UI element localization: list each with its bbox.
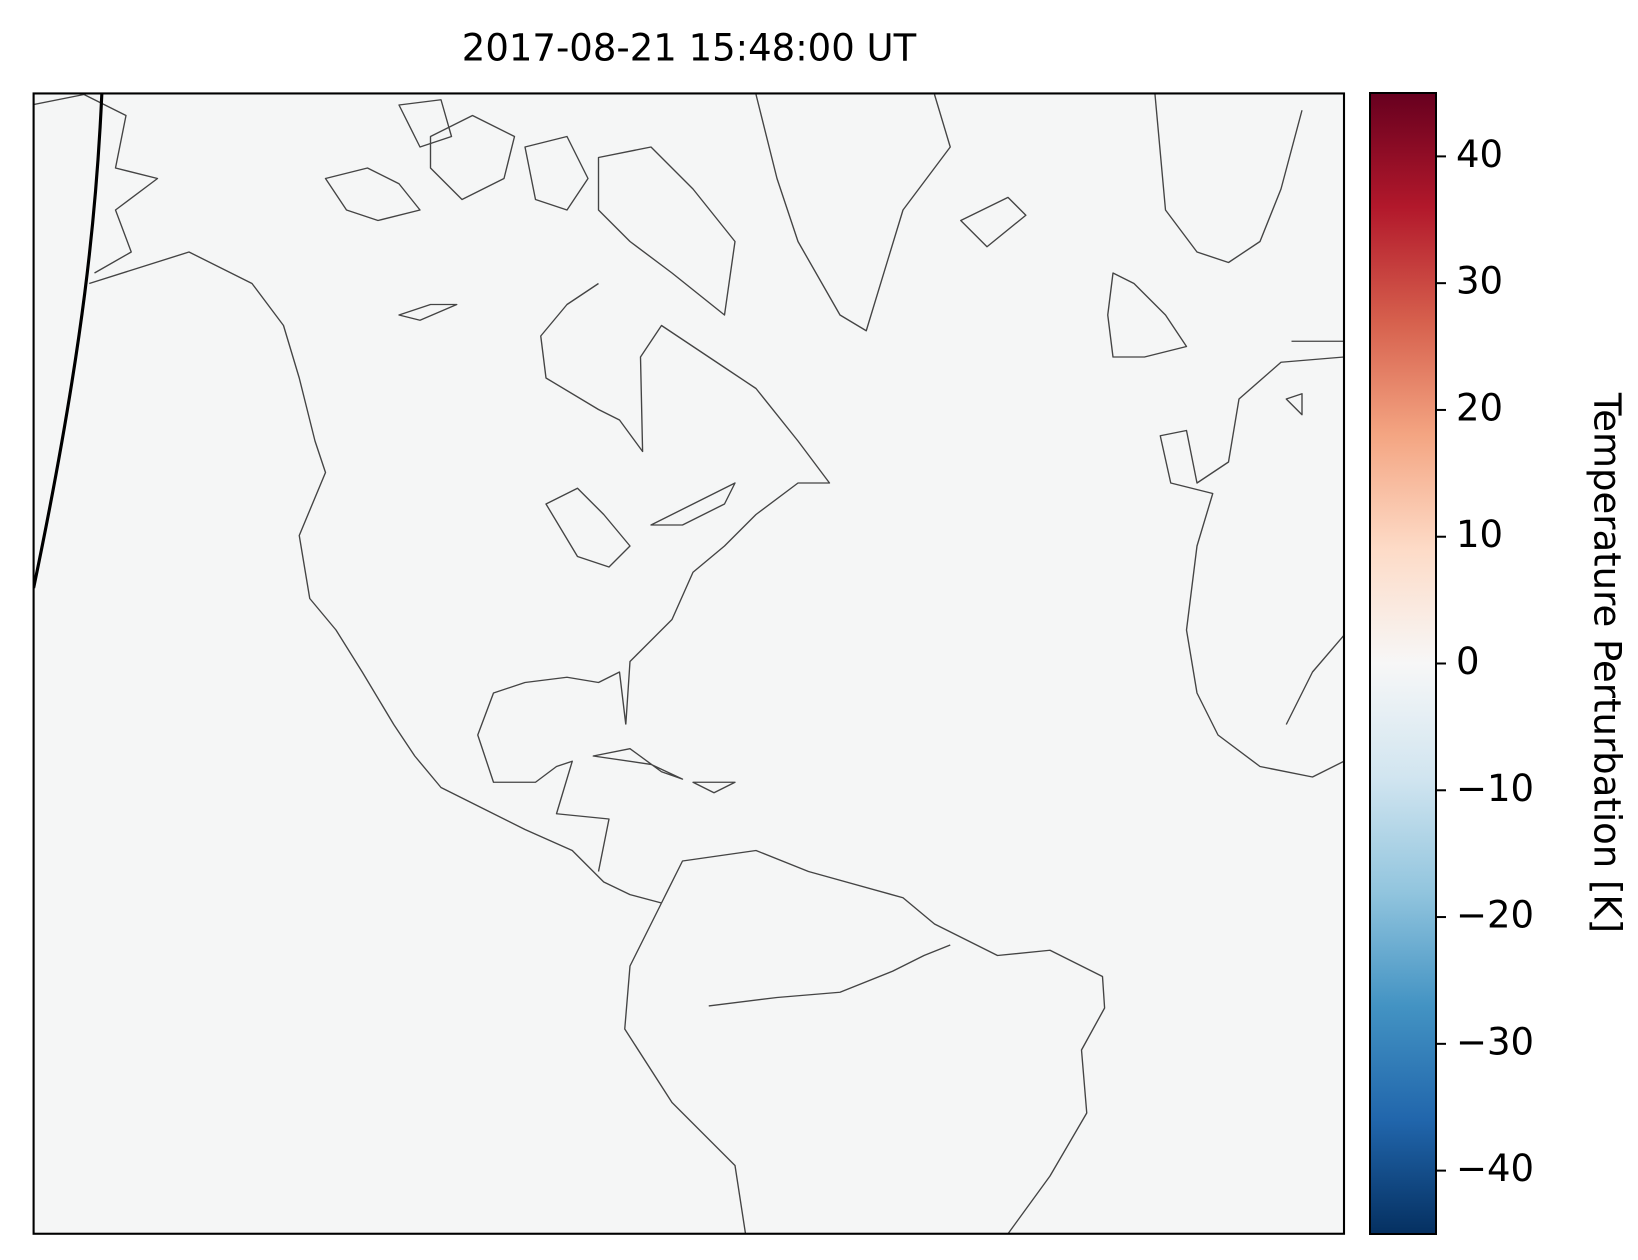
coastlines: [33, 93, 1344, 1234]
colorbar-tick-label: 20: [1456, 386, 1503, 429]
map: [32, 92, 1346, 1235]
colorbar-tick-label: 30: [1456, 260, 1503, 303]
colorbar-tick-label: 40: [1456, 133, 1503, 176]
colorbar-label: Temperature Perturbation [K]: [1586, 392, 1629, 933]
map-background: [33, 93, 1345, 1234]
colorbar-tick-label: −40: [1456, 1147, 1534, 1190]
colorbar-tick-label: −10: [1456, 767, 1534, 810]
terminator-line: [33, 93, 104, 589]
colorbar: −40 −30 −20 −10 0 10 20 30 40: [1369, 92, 1534, 1235]
colorbar-tick-label: −30: [1456, 1020, 1534, 1063]
colorbar-tick-label: 0: [1456, 640, 1480, 683]
colorbar-gradient: [1369, 92, 1437, 1235]
colorbar-tick-label: 10: [1456, 513, 1503, 556]
colorbar-tick-label: −20: [1456, 894, 1534, 937]
map-title: 2017-08-21 15:48:00 UT: [462, 27, 917, 70]
map-frame: [32, 92, 1346, 1235]
